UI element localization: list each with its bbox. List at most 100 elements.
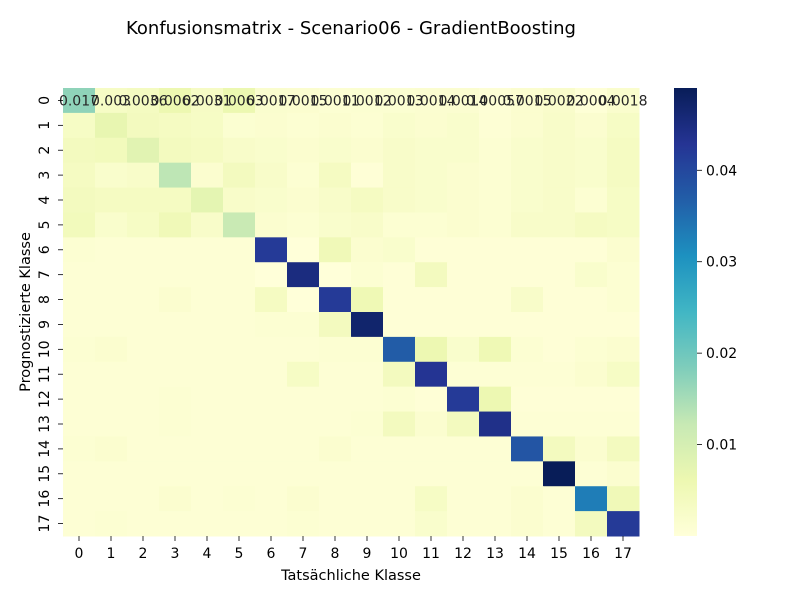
heatmap-cell-r8-c1 [95,287,128,313]
heatmap-cell-r8-c17 [607,287,640,313]
heatmap-cell-r4-c9 [351,187,384,213]
heatmap-cell-r12-c7 [287,386,320,413]
heatmap-cell-r13-c9 [351,411,384,437]
cell-annotation-r0-c15: 0.0022 [535,93,584,109]
heatmap-cell-r10-c15 [543,336,576,363]
heatmap-cell-r4-c17 [607,187,640,213]
heatmap-cell-r9-c5 [223,312,256,338]
heatmap-cell-r8-c15 [543,287,576,313]
heatmap-cell-r3-c16 [575,162,608,189]
cell-annotation-r0-c12: 0.0014 [439,93,488,109]
heatmap-cell-r15-c1 [95,461,128,487]
heatmap-cell-r5-c4 [191,212,224,238]
heatmap-cell-r14-c5 [223,436,256,462]
heatmap-cell-r14-c12 [447,436,480,462]
heatmap-cell-r8-c16 [575,287,608,313]
heatmap-cell-r13-c2 [127,411,160,437]
y-axis-label: Prognostizierte Klasse [18,232,34,392]
heatmap-cell-r14-c4 [191,436,224,462]
heatmap-cell-r2-c16 [575,137,608,164]
heatmap-cell-r9-c7 [287,312,320,338]
heatmap-cell-r5-c8 [319,212,352,238]
cell-annotation-r0-c11: 0.0014 [407,93,456,109]
heatmap-cell-r16-c2 [127,486,160,512]
heatmap-cell-r5-c10 [383,212,416,238]
heatmap-cell-r9-c12 [447,312,480,338]
heatmap-cell-r0-c15 [543,88,576,114]
heatmap-cell-r4-c12 [447,187,480,213]
heatmap-cell-r1-c13 [479,112,512,139]
colorbar-tick-label-3: 0.04 [706,163,737,179]
heatmap-cell-r6-c17 [607,237,640,263]
heatmap-cell-r2-c1 [95,137,128,164]
heatmap-cell-r3-c7 [287,162,320,189]
heatmap-cell-r6-c11 [415,237,448,263]
heatmap-cell-r17-c10 [383,511,416,537]
heatmap-cell-r2-c12 [447,137,480,164]
heatmap-cell-r7-c2 [127,262,160,288]
heatmap-cell-r11-c7 [287,361,320,388]
heatmap-cell-r4-c14 [511,187,544,213]
heatmap-cell-r6-c10 [383,237,416,263]
heatmap-cell-r17-c12 [447,511,480,537]
heatmap-cell-r12-c10 [383,386,416,413]
heatmap-cell-r15-c0 [63,461,96,487]
heatmap-cell-r8-c3 [159,287,192,313]
heatmap-cell-r7-c5 [223,262,256,288]
heatmap-cell-r9-c17 [607,312,640,338]
heatmap-cell-r12-c6 [255,386,288,413]
heatmap-cell-r17-c3 [159,511,192,537]
x-tick-label-0: 0 [75,546,84,562]
heatmap-cell-r16-c16 [575,486,608,512]
heatmap-cell-r2-c8 [319,137,352,164]
cell-annotation-r0-c6: 0.0017 [247,93,296,109]
heatmap-cell-r11-c1 [95,361,128,388]
heatmap-cell-r15-c5 [223,461,256,487]
heatmap-cell-r11-c11 [415,361,448,388]
heatmap-cell-r10-c1 [95,336,128,363]
heatmap-cell-r13-c13 [479,411,512,437]
heatmap-cell-r13-c15 [543,411,576,437]
heatmap-cell-r6-c2 [127,237,160,263]
y-tick-label-6: 6 [37,245,53,254]
y-tick-label-13: 13 [37,415,53,433]
heatmap-cell-r10-c14 [511,336,544,363]
y-tick-label-8: 8 [37,295,53,304]
heatmap-cell-r0-c4 [191,88,224,114]
heatmap-cell-r12-c5 [223,386,256,413]
heatmap-cell-r6-c4 [191,237,224,263]
heatmap-cell-r2-c6 [255,137,288,164]
y-tick-label-16: 16 [37,490,53,508]
heatmap-cell-r17-c15 [543,511,576,537]
heatmap-cell-r2-c11 [415,137,448,164]
heatmap-cell-r14-c10 [383,436,416,462]
heatmap-cell-r0-c16 [575,88,608,114]
heatmap-cell-r9-c6 [255,312,288,338]
heatmap-cell-r13-c8 [319,411,352,437]
heatmap-cell-r7-c4 [191,262,224,288]
heatmap-cell-r11-c17 [607,361,640,388]
heatmap-cell-r2-c10 [383,137,416,164]
x-tick-label-14: 14 [518,546,536,562]
heatmap-cell-r9-c10 [383,312,416,338]
heatmap-cell-r1-c12 [447,112,480,139]
x-axis-label: Tatsächliche Klasse [280,568,421,584]
heatmap-cell-r10-c8 [319,336,352,363]
heatmap-cell-r8-c13 [479,287,512,313]
heatmap-cell-r2-c13 [479,137,512,164]
heatmap-cell-r5-c9 [351,212,384,238]
heatmap-cell-r9-c3 [159,312,192,338]
heatmap-cell-r4-c13 [479,187,512,213]
heatmap-cell-r6-c12 [447,237,480,263]
heatmap-cell-r9-c8 [319,312,352,338]
heatmap-cell-r3-c2 [127,162,160,189]
heatmap-cell-r9-c15 [543,312,576,338]
heatmap-cell-r10-c0 [63,336,96,363]
heatmap-cell-r1-c6 [255,112,288,139]
heatmap-cell-r13-c4 [191,411,224,437]
heatmap-cell-r15-c12 [447,461,480,487]
heatmap-cell-r2-c7 [287,137,320,164]
heatmap-cell-r6-c15 [543,237,576,263]
heatmap-cell-r10-c7 [287,336,320,363]
